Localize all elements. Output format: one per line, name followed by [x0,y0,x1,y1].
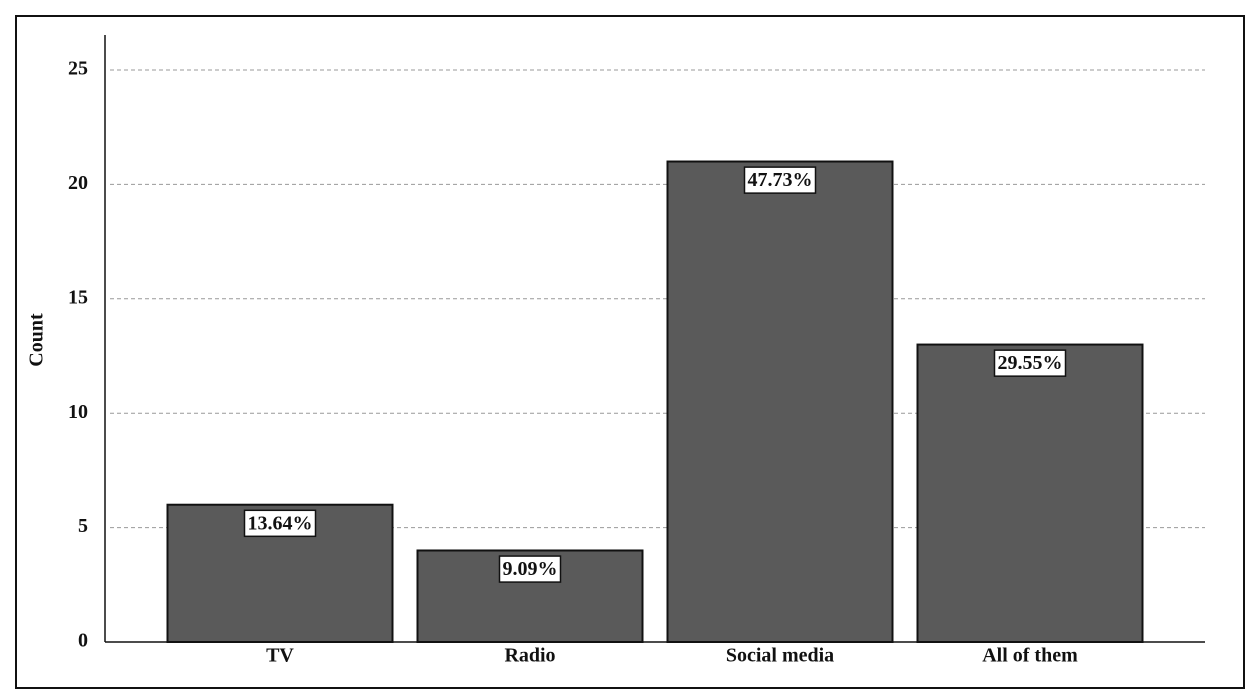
y-tick-label: 10 [68,401,88,423]
x-tick-label: All of them [982,645,1078,667]
data-label: 29.55% [998,352,1063,374]
data-label: 47.73% [748,169,813,191]
x-tick-label: Social media [726,645,834,667]
y-tick-label: 15 [68,286,88,308]
y-tick-label: 20 [68,172,88,194]
bar [666,160,894,644]
data-label-box [993,349,1067,377]
data-label: 13.64% [248,512,313,534]
data-label-box [743,166,817,194]
data-label: 9.09% [503,558,558,580]
data-label-box [243,509,317,538]
x-tick-label: Radio [504,645,555,667]
data-label-box [498,555,562,583]
y-tick-label: 25 [68,58,88,80]
y-tick-label: 0 [78,630,88,652]
frame [15,15,1245,689]
y-tick-label: 5 [78,515,88,537]
bar [916,343,1144,643]
y-axis-label: Count [26,313,48,367]
x-tick-label: TV [266,645,294,667]
